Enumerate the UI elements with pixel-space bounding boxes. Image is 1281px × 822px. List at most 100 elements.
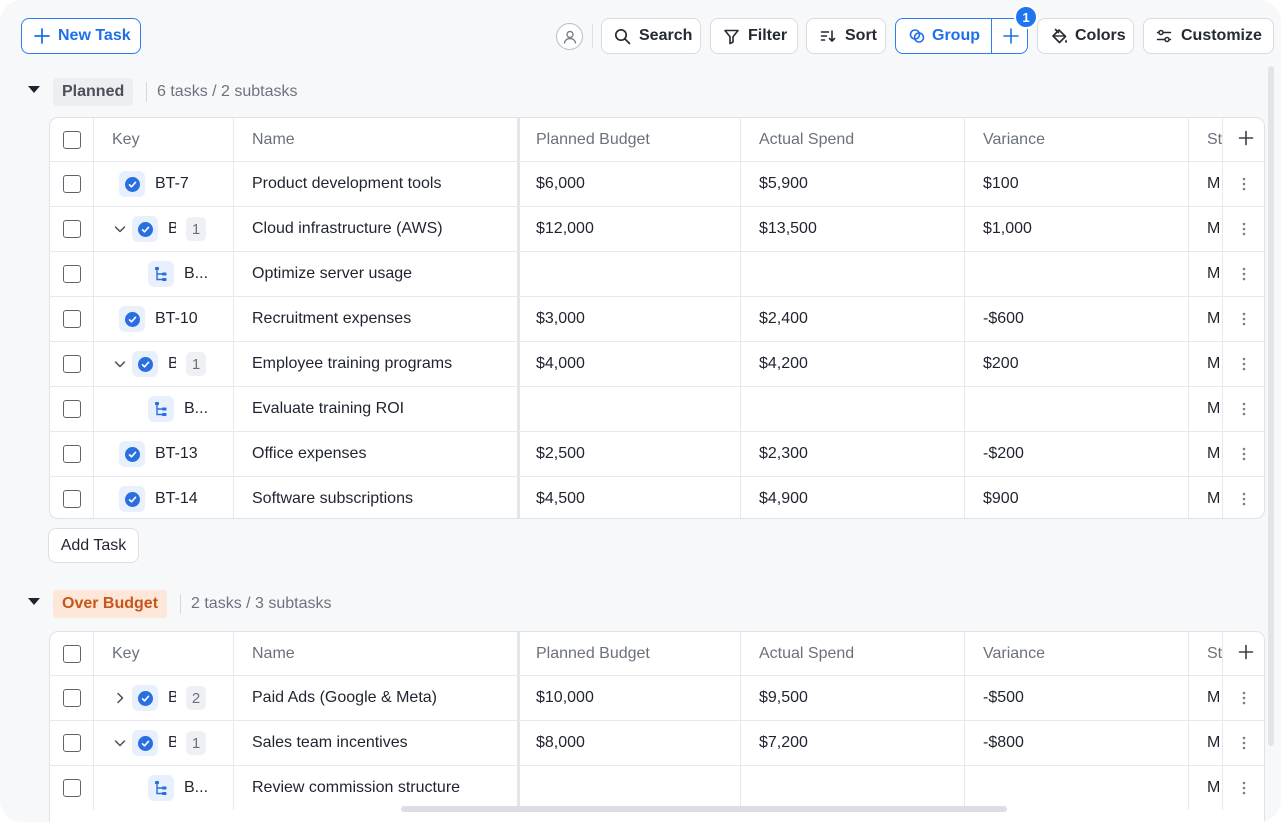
task-key[interactable]: B... <box>184 400 209 417</box>
add-task-button[interactable]: Add Task <box>48 528 139 563</box>
add-column-icon[interactable] <box>1238 130 1254 146</box>
select-all-checkbox[interactable] <box>62 130 81 149</box>
variance-value[interactable]: $200 <box>983 355 1019 372</box>
variance-value[interactable]: $100 <box>983 175 1019 192</box>
planned-budget-value[interactable]: $6,000 <box>536 175 585 192</box>
chevron-down-icon[interactable] <box>113 357 127 371</box>
table-row[interactable]: BT-7 Product development tools $6,000 $5,90… <box>50 161 1264 206</box>
task-key[interactable]: BT-7 <box>155 175 189 192</box>
task-key[interactable]: B <box>168 734 176 752</box>
column-header-actual-spend[interactable]: Actual Spend <box>759 644 855 662</box>
more-vertical-icon[interactable] <box>1242 177 1246 191</box>
task-key[interactable]: BT-10 <box>155 310 198 327</box>
add-group-icon[interactable] <box>1000 25 1022 47</box>
chevron-down-icon[interactable] <box>113 222 127 236</box>
chevron-right-icon[interactable] <box>113 691 127 705</box>
task-name[interactable]: Software subscriptions <box>252 490 413 507</box>
row-checkbox[interactable] <box>62 175 81 193</box>
status-value[interactable]: M <box>1207 265 1221 282</box>
row-checkbox[interactable] <box>62 490 81 508</box>
column-header-status[interactable]: St <box>1207 644 1222 662</box>
task-name[interactable]: Sales team incentives <box>252 734 408 751</box>
column-header-planned-budget[interactable]: Planned Budget <box>536 130 650 148</box>
more-vertical-icon[interactable] <box>1242 736 1246 750</box>
table-row[interactable]: B1 Sales team incentives $8,000 $7,200 -$800… <box>50 720 1264 765</box>
vertical-scrollbar[interactable] <box>1268 66 1274 746</box>
planned-budget-value[interactable]: $3,000 <box>536 310 585 327</box>
task-name[interactable]: Review commission structure <box>252 779 461 796</box>
task-name[interactable]: Cloud infrastructure (AWS) <box>252 220 443 237</box>
actual-spend-value[interactable]: $2,400 <box>759 310 808 327</box>
sort-button[interactable]: Sort <box>806 18 886 54</box>
actual-spend-value[interactable] <box>740 766 964 810</box>
more-vertical-icon[interactable] <box>1242 402 1246 416</box>
planned-budget-value[interactable]: $10,000 <box>536 689 594 706</box>
status-value[interactable]: M <box>1207 400 1221 417</box>
subtask-row[interactable]: B... Optimize server usage M <box>50 251 1264 296</box>
column-header-planned-budget[interactable]: Planned Budget <box>536 644 650 662</box>
table-row[interactable]: B1 Cloud infrastructure (AWS) $12,000 $13,5… <box>50 206 1264 251</box>
status-value[interactable]: M <box>1207 310 1221 327</box>
variance-value[interactable] <box>964 766 1188 810</box>
column-header-variance[interactable]: Variance <box>983 130 1045 148</box>
row-checkbox[interactable] <box>62 734 81 752</box>
actual-spend-value[interactable]: $4,900 <box>759 490 808 507</box>
column-header-name[interactable]: Name <box>252 644 295 662</box>
planned-budget-value[interactable]: $4,000 <box>536 355 585 372</box>
horizontal-scrollbar[interactable] <box>401 806 1007 812</box>
assignee-avatar[interactable] <box>556 23 583 50</box>
row-checkbox[interactable] <box>62 310 81 328</box>
task-key[interactable]: B... <box>184 779 209 796</box>
row-checkbox[interactable] <box>62 400 81 418</box>
task-key[interactable]: B <box>168 689 176 707</box>
status-value[interactable]: M <box>1207 779 1221 796</box>
column-header-variance[interactable]: Variance <box>983 644 1045 662</box>
planned-budget-value[interactable]: $12,000 <box>536 220 594 237</box>
actual-spend-value[interactable]: $2,300 <box>759 445 808 462</box>
planned-budget-value[interactable]: $4,500 <box>536 490 585 507</box>
more-vertical-icon[interactable] <box>1242 222 1246 236</box>
filter-button[interactable]: Filter <box>710 18 798 54</box>
task-key[interactable]: B... <box>184 265 209 282</box>
new-task-button[interactable]: New Task <box>21 18 141 54</box>
status-value[interactable]: M <box>1207 490 1221 507</box>
column-header-actual-spend[interactable]: Actual Spend <box>759 130 855 148</box>
task-name[interactable]: Paid Ads (Google & Meta) <box>252 689 437 706</box>
actual-spend-value[interactable] <box>740 387 964 431</box>
table-row[interactable]: BT-14 Software subscriptions $4,500 $4,900 $… <box>50 476 1264 518</box>
collapse-caret-icon[interactable] <box>28 598 40 605</box>
column-header-key[interactable]: Key <box>112 130 140 148</box>
task-name[interactable]: Employee training programs <box>252 355 453 372</box>
variance-value[interactable]: -$200 <box>983 445 1024 462</box>
column-header-status[interactable]: St <box>1207 130 1222 148</box>
row-checkbox[interactable] <box>62 689 81 707</box>
actual-spend-value[interactable]: $13,500 <box>759 220 817 237</box>
actual-spend-value[interactable]: $5,900 <box>759 175 808 192</box>
status-value[interactable]: M <box>1207 175 1221 192</box>
more-vertical-icon[interactable] <box>1242 492 1246 506</box>
table-row[interactable]: BT-13 Office expenses $2,500 $2,300 -$200 M <box>50 431 1264 476</box>
collapse-caret-icon[interactable] <box>28 86 40 93</box>
group-button[interactable]: Group <box>895 18 1028 54</box>
task-name[interactable]: Product development tools <box>252 175 442 192</box>
customize-button[interactable]: Customize <box>1143 18 1274 54</box>
row-checkbox[interactable] <box>62 220 81 238</box>
actual-spend-value[interactable]: $9,500 <box>759 689 808 706</box>
subtask-row[interactable]: B... Evaluate training ROI M <box>50 386 1264 431</box>
task-name[interactable]: Evaluate training ROI <box>252 400 405 417</box>
colors-button[interactable]: Colors <box>1037 18 1134 54</box>
status-value[interactable]: M <box>1207 689 1221 706</box>
row-checkbox[interactable] <box>62 265 81 283</box>
planned-budget-value[interactable] <box>517 387 740 431</box>
more-vertical-icon[interactable] <box>1242 447 1246 461</box>
status-value[interactable]: M <box>1207 445 1221 462</box>
row-checkbox[interactable] <box>62 355 81 373</box>
status-value[interactable]: M <box>1207 734 1221 751</box>
more-vertical-icon[interactable] <box>1242 312 1246 326</box>
variance-value[interactable] <box>964 252 1188 296</box>
task-name[interactable]: Optimize server usage <box>252 265 413 282</box>
variance-value[interactable]: -$500 <box>983 689 1024 706</box>
variance-value[interactable]: -$600 <box>983 310 1024 327</box>
task-name[interactable]: Recruitment expenses <box>252 310 412 327</box>
planned-budget-value[interactable]: $2,500 <box>536 445 585 462</box>
